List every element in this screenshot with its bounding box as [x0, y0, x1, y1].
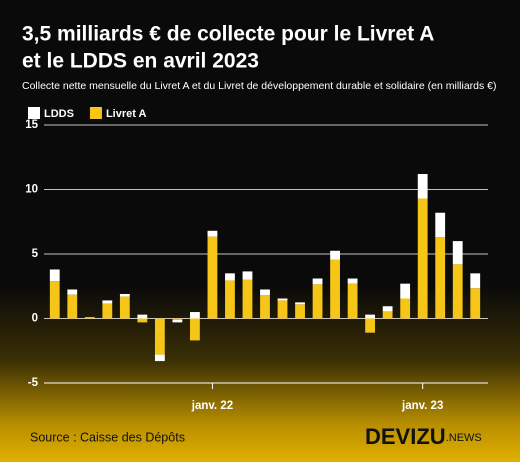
legend-label: Livret A	[106, 108, 147, 120]
bar	[347, 283, 358, 319]
bar	[435, 212, 446, 238]
y-tick-label: 10	[25, 184, 38, 196]
bar	[260, 289, 270, 296]
bar	[242, 271, 253, 280]
brand: DEVIZU.NEWS	[365, 424, 482, 449]
y-tick-label: 5	[32, 248, 39, 260]
bar	[49, 269, 60, 282]
chart-title: et le LDDS en avril 2023	[22, 50, 259, 73]
bar	[102, 300, 113, 304]
y-tick-label: 15	[25, 119, 38, 131]
bar	[295, 304, 305, 319]
bar	[330, 259, 340, 319]
bar	[207, 236, 218, 319]
legend-label: LDDS	[44, 108, 74, 120]
bar	[312, 284, 323, 319]
bar	[119, 293, 130, 297]
bar	[137, 314, 148, 319]
legend-swatch	[89, 107, 102, 119]
bar	[470, 288, 481, 319]
bar	[277, 298, 288, 301]
bar	[67, 294, 78, 319]
bar	[365, 318, 376, 333]
bar	[330, 250, 340, 260]
bar	[452, 264, 463, 319]
chart-subtitle: Collecte nette mensuelle du Livret A et …	[22, 80, 497, 92]
bar	[137, 318, 148, 323]
bar	[417, 198, 428, 319]
x-tick-label: janv. 23	[401, 400, 443, 412]
bar	[102, 303, 113, 319]
bar	[67, 289, 78, 295]
bar	[119, 296, 130, 319]
bar	[154, 318, 165, 355]
bar	[154, 354, 165, 362]
bar	[225, 280, 235, 319]
bar	[435, 237, 446, 319]
bar	[190, 318, 200, 341]
bar	[242, 279, 253, 319]
bar	[225, 273, 235, 281]
legend-swatch	[28, 107, 40, 119]
bar	[207, 230, 218, 237]
chart-title: 3,5 milliards € de collecte pour le Livr…	[22, 23, 434, 46]
brand-suffix: .NEWS	[446, 432, 482, 444]
bar	[84, 317, 95, 318]
bar	[347, 278, 358, 284]
bar	[400, 283, 411, 299]
bar	[84, 317, 95, 319]
bar	[400, 298, 411, 319]
y-tick-label: 0	[32, 313, 38, 325]
bar	[172, 318, 183, 320]
brand-name: DEVIZU	[365, 424, 446, 449]
bar	[365, 314, 376, 319]
bar	[382, 311, 393, 319]
bar	[295, 302, 305, 305]
bar	[277, 300, 288, 319]
bar	[260, 295, 270, 319]
x-tick-label: janv. 22	[191, 400, 233, 412]
bar	[470, 273, 481, 289]
bar	[312, 278, 323, 285]
bar	[452, 241, 463, 265]
y-tick-label: -5	[28, 377, 39, 389]
bar	[382, 306, 393, 312]
source: Source : Caisse des Dépôts	[30, 430, 185, 444]
bar	[49, 281, 60, 319]
bar	[190, 312, 200, 319]
bar	[417, 174, 428, 199]
bar	[172, 319, 183, 323]
